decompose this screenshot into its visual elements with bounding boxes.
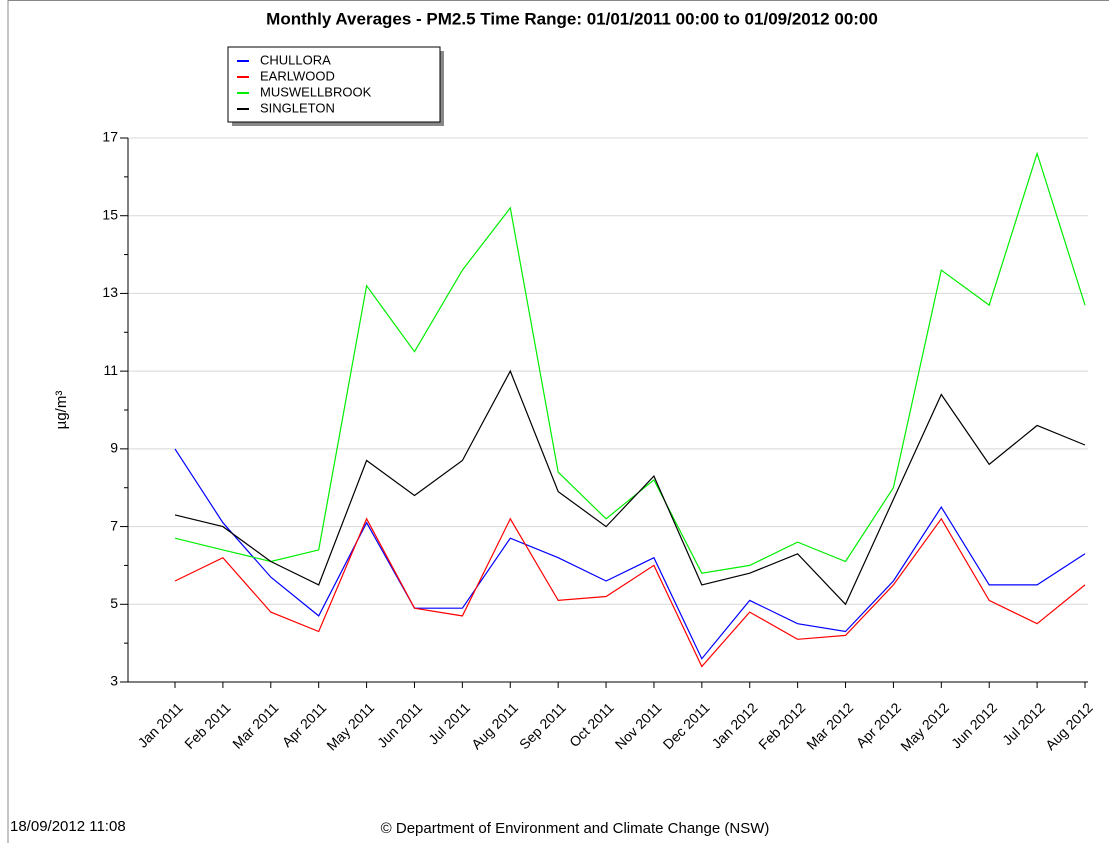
y-tick-label: 11	[103, 362, 118, 378]
series-line	[174, 369, 1086, 606]
series-line	[174, 517, 1086, 668]
x-tick-label: Jul 2012	[999, 699, 1048, 748]
x-tick-label: May 2012	[897, 699, 952, 754]
x-tick-label: Sep 2011	[516, 699, 569, 752]
x-tick-label: Mar 2012	[803, 699, 856, 752]
y-tick-label: 7	[110, 517, 118, 533]
legend-label: CHULLORA	[260, 52, 331, 67]
x-tick-label: Feb 2011	[181, 699, 234, 752]
y-tick-label: 15	[102, 206, 118, 222]
chart-title: Monthly Averages - PM2.5 Time Range: 01/…	[266, 9, 878, 28]
legend-label: EARLWOOD	[260, 68, 335, 83]
y-tick-label: 9	[110, 440, 118, 456]
x-tick-label: Mar 2011	[229, 699, 282, 752]
x-tick-label: Apr 2011	[279, 699, 330, 750]
y-tick-label: 5	[110, 595, 118, 611]
y-tick-label: 13	[102, 284, 118, 300]
legend-label: SINGLETON	[260, 100, 335, 115]
x-tick-label: Jan 2012	[708, 699, 760, 751]
x-tick-label: Jun 2011	[374, 699, 425, 750]
x-tick-label: Jun 2012	[948, 699, 1000, 751]
series-line	[174, 151, 1086, 574]
y-tick-label: 3	[110, 673, 118, 689]
timestamp: 18/09/2012 11:08	[10, 818, 126, 835]
x-tick-label: May 2011	[323, 699, 377, 753]
legend-label: MUSWELLBROOK	[260, 84, 372, 99]
x-tick-label: Aug 2012	[1042, 699, 1096, 753]
x-tick-label: Jan 2011	[134, 699, 185, 750]
x-tick-label: Oct 2011	[566, 699, 617, 750]
legend-box	[227, 46, 441, 123]
footer: © Department of Environment and Climate …	[381, 820, 770, 837]
y-tick-label: 17	[102, 129, 118, 145]
x-tick-label: Dec 2011	[660, 699, 713, 752]
series-line	[174, 448, 1086, 660]
x-tick-label: Feb 2012	[755, 699, 808, 752]
x-tick-label: Jul 2011	[425, 699, 473, 747]
y-axis-label: µg/m³	[53, 391, 70, 430]
x-tick-label: Nov 2011	[612, 699, 665, 752]
x-tick-label: Aug 2011	[468, 699, 521, 752]
